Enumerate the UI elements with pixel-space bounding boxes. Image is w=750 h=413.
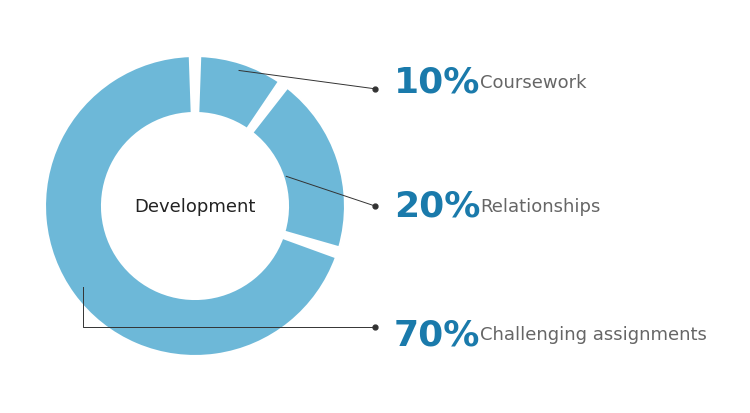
Wedge shape bbox=[45, 57, 336, 356]
Text: 20%: 20% bbox=[394, 190, 480, 223]
Text: Coursework: Coursework bbox=[480, 74, 586, 92]
Text: Development: Development bbox=[134, 197, 256, 216]
Text: Challenging assignments: Challenging assignments bbox=[480, 325, 706, 344]
Wedge shape bbox=[198, 57, 279, 130]
Wedge shape bbox=[252, 88, 345, 248]
Text: Relationships: Relationships bbox=[480, 197, 600, 216]
Text: 10%: 10% bbox=[394, 66, 480, 100]
Text: 70%: 70% bbox=[394, 318, 480, 351]
